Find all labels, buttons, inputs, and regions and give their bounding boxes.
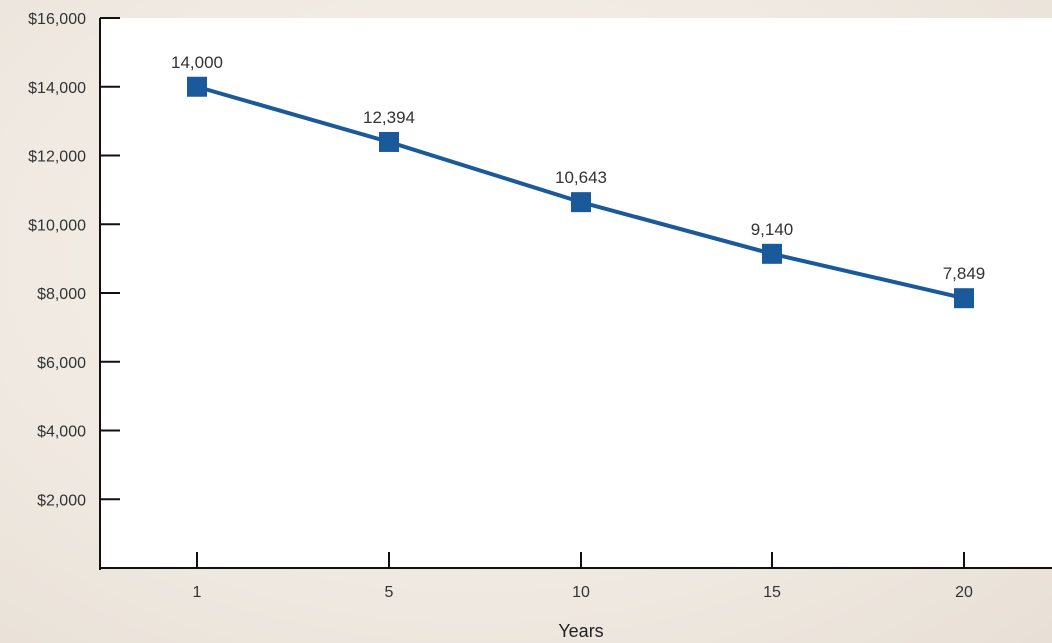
data-labels: 14,000 12,394 10,643 9,140 7,849	[171, 53, 985, 283]
y-tick-label: $4,000	[37, 424, 86, 441]
x-tick-label: 20	[955, 584, 973, 601]
x-tick-label: 10	[572, 584, 590, 601]
y-tick-label: $6,000	[37, 355, 86, 372]
x-tick-label: 15	[763, 584, 781, 601]
data-label: 7,849	[943, 264, 986, 283]
data-label: 12,394	[363, 108, 415, 127]
y-tick-label: $14,000	[28, 80, 86, 97]
data-point-marker	[379, 131, 399, 152]
y-tick-label: $8,000	[37, 286, 86, 303]
data-point-marker	[954, 288, 974, 309]
series-layer	[187, 76, 974, 309]
data-point-marker	[762, 243, 782, 264]
x-tick-label: 5	[385, 584, 394, 601]
x-axis-title: Years	[558, 621, 603, 641]
data-label: 10,643	[555, 168, 607, 187]
y-tick-label: $10,000	[28, 217, 86, 234]
data-label: 9,140	[751, 220, 794, 239]
data-point-marker	[187, 76, 207, 97]
x-tick-label: 1	[193, 584, 202, 601]
data-label: 14,000	[171, 53, 223, 72]
x-axis: 1 5 10 15 20	[100, 552, 1052, 601]
y-tick-label: $2,000	[37, 492, 86, 509]
y-axis: $2,000 $4,000 $6,000 $8,000 $10,000 $12,000 $1…	[28, 11, 120, 570]
y-tick-label: $12,000	[28, 149, 86, 166]
data-point-marker	[571, 192, 591, 213]
y-tick-label: $16,000	[28, 11, 86, 28]
plot-area	[100, 18, 1052, 568]
